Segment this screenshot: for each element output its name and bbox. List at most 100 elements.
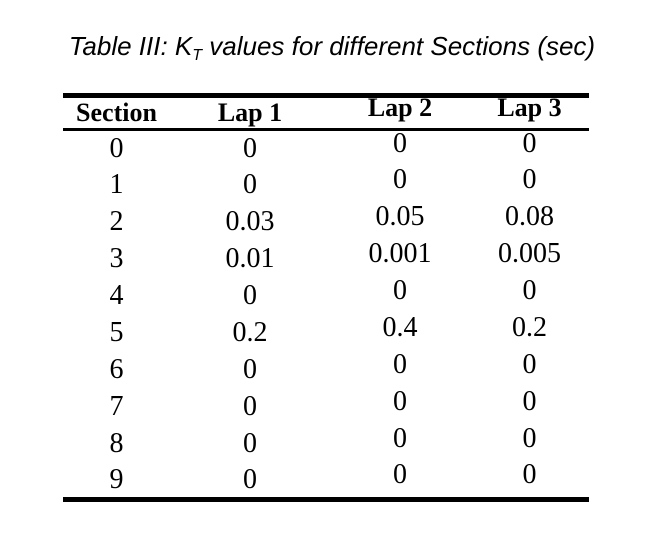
table-row: 9 0 0 0 [63,459,589,500]
cell-section-row-5: 5 [63,315,170,352]
table-row: 1 0 0 0 [63,164,589,204]
cell-section-row-2: 2 [63,204,170,241]
cell-lap-1-row-2: 0.03 [170,204,330,241]
cell-value: 0.03 [225,206,275,237]
cell-value: 0 [522,386,537,417]
table-row: 3 0.01 0.001 0.005 [63,238,589,278]
cell-value: 0.4 [382,312,418,343]
cell-value: 2 [109,206,124,237]
cell-lap-2-row-0: 0 [330,127,470,167]
cell-value: 7 [109,391,124,422]
cell-lap-3-row-7: 0 [470,386,589,426]
cell-value: 0 [522,164,537,195]
cell-value: 0 [243,391,257,422]
cell-lap-3-row-2: 0.08 [470,201,589,241]
table-row: 5 0.2 0.4 0.2 [63,312,589,352]
cell-lap-2-row-1: 0 [330,164,470,204]
cell-value: 1 [109,169,124,200]
cell-lap-1-row-7: 0 [170,389,330,426]
column-header-lap-3: Lap 3 [470,93,589,131]
table-header-row: Section Lap 1 Lap 2 Lap 3 [63,93,589,131]
cell-section-row-0: 0 [63,130,170,167]
cell-value: 0 [243,428,257,459]
cell-value: 6 [109,354,124,385]
cell-value: 0 [393,349,407,380]
cell-value: 0 [522,423,537,454]
table-row: 2 0.03 0.05 0.08 [63,201,589,241]
cell-value: 0 [522,275,537,306]
cell-value: 0 [109,132,124,164]
cell-section-row-4: 4 [63,278,170,315]
table-caption: Table III: KT values for different Secti… [0,31,664,64]
caption-text-after-subscript: values for different Sections (sec) [202,31,596,61]
cell-lap-3-row-5: 0.2 [470,312,589,352]
caption-text-before-subscript: Table III: K [68,31,193,61]
cell-section-row-3: 3 [63,241,170,278]
cell-section-row-8: 8 [63,426,170,463]
column-header-label: Section [76,98,157,127]
column-header-lap-1: Lap 1 [170,95,330,131]
column-header-lap-2: Lap 2 [330,93,470,131]
cell-lap-3-row-6: 0 [470,349,589,389]
cell-lap-2-row-5: 0.4 [330,312,470,352]
cell-value: 4 [109,280,124,311]
cell-lap-2-row-3: 0.001 [330,238,470,278]
cell-section-row-1: 1 [63,167,170,204]
cell-lap-1-row-1: 0 [170,167,330,204]
table-row: 8 0 0 0 [63,423,589,463]
cell-value: 0.05 [375,201,425,232]
cell-value: 5 [109,317,124,348]
cell-value: 0.2 [232,317,268,348]
cell-value: 0.005 [498,238,561,269]
table-row: 4 0 0 0 [63,275,589,315]
cell-value: 0 [393,423,407,454]
cell-section-row-9: 9 [63,463,170,500]
column-header-label: Lap 2 [367,93,433,122]
cell-value: 0 [522,127,537,159]
cell-lap-3-row-1: 0 [470,164,589,204]
cell-lap-3-row-4: 0 [470,275,589,315]
cell-value: 0 [243,280,257,311]
cell-lap-1-row-4: 0 [170,278,330,315]
cell-lap-1-row-0: 0 [170,130,330,167]
cell-lap-2-row-2: 0.05 [330,201,470,241]
cell-lap-1-row-9: 0 [170,463,330,500]
cell-value: 0 [393,458,407,490]
table-body: 0 0 0 0 1 0 0 0 2 0.03 0.05 0.08 3 0.01 0.001 0.005 4 0 0 0… [63,127,589,500]
cell-value: 0 [393,127,407,159]
cell-value: 0 [393,386,407,417]
cell-lap-2-row-7: 0 [330,386,470,426]
cell-value: 0 [243,463,257,495]
cell-value: 8 [109,428,124,459]
cell-lap-2-row-9: 0 [330,459,470,500]
cell-value: 0.08 [505,201,554,232]
cell-value: 0 [243,169,257,200]
cell-value: 0 [243,354,257,385]
cell-lap-1-row-3: 0.01 [170,241,330,278]
cell-value: 0 [522,458,537,490]
cell-lap-1-row-6: 0 [170,352,330,389]
cell-section-row-6: 6 [63,352,170,389]
cell-lap-2-row-4: 0 [330,275,470,315]
cell-lap-3-row-9: 0 [470,459,589,500]
cell-value: 0.01 [225,243,275,274]
cell-value: 0 [243,132,257,164]
table-row: 7 0 0 0 [63,386,589,426]
cell-value: 0 [522,349,537,380]
cell-value: 9 [109,463,124,495]
column-header-label: Lap 3 [497,93,562,122]
column-header-section: Section [63,95,170,131]
cell-value: 0.2 [512,312,547,343]
cell-lap-1-row-8: 0 [170,426,330,463]
table-row: 0 0 0 0 [63,127,589,167]
cell-value: 0 [393,275,407,306]
caption-subscript: T [192,47,203,64]
cell-value: 0.001 [368,238,432,269]
cell-value: 0 [393,164,407,195]
cell-lap-1-row-5: 0.2 [170,315,330,352]
cell-section-row-7: 7 [63,389,170,426]
cell-lap-3-row-3: 0.005 [470,238,589,278]
cell-value: 3 [109,243,124,274]
cell-lap-3-row-8: 0 [470,423,589,463]
cell-lap-3-row-0: 0 [470,127,589,167]
